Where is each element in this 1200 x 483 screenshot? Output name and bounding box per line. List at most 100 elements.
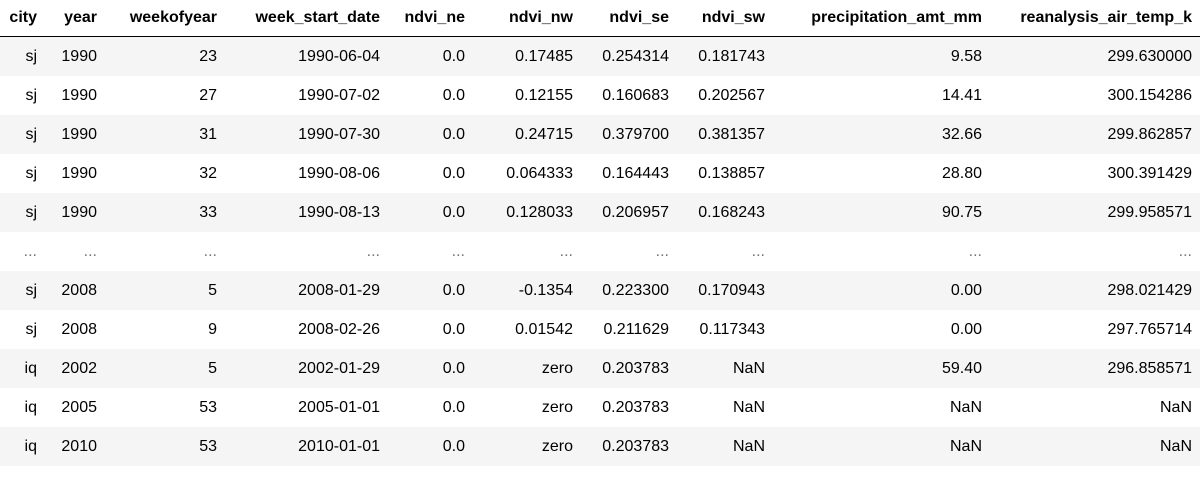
table-row: iq 2002 5 2002-01-29 0.0 zero 0.203783 NaN 59.40… xyxy=(0,349,1200,388)
cell-reanalysis-air-temp-k: NaN xyxy=(990,427,1200,466)
cell-year: 2005 xyxy=(45,388,105,427)
cell-city: sj xyxy=(0,36,45,76)
cell-ndvi-ne: 0.0 xyxy=(388,193,473,232)
column-header-year: year xyxy=(45,0,105,37)
cell-ndvi-nw: 0.128033 xyxy=(473,193,581,232)
cell-ndvi-se: 0.223300 xyxy=(581,271,677,310)
cell-week-start-date: ... xyxy=(225,232,388,271)
header-row: city year weekofyear week_start_date ndvi_ne… xyxy=(0,0,1200,37)
cell-ndvi-ne: 0.0 xyxy=(388,115,473,154)
cell-city: iq xyxy=(0,349,45,388)
cell-ndvi-se: 0.379700 xyxy=(581,115,677,154)
cell-ndvi-se: 0.254314 xyxy=(581,36,677,76)
table-row: sj 1990 31 1990-07-30 0.0 0.24715 0.379700 0.38… xyxy=(0,115,1200,154)
cell-ndvi-nw: 0.17485 xyxy=(473,36,581,76)
cell-ndvi-nw: zero xyxy=(473,427,581,466)
cell-week-start-date: 1990-07-02 xyxy=(225,76,388,115)
cell-ndvi-nw: zero xyxy=(473,349,581,388)
cell-ndvi-ne: 0.0 xyxy=(388,76,473,115)
table-row: sj 1990 27 1990-07-02 0.0 0.12155 0.160683 0.20… xyxy=(0,76,1200,115)
cell-ndvi-ne: 0.0 xyxy=(388,427,473,466)
cell-city: sj xyxy=(0,310,45,349)
cell-ndvi-ne: 0.0 xyxy=(388,349,473,388)
column-header-week-start-date: week_start_date xyxy=(225,0,388,37)
cell-reanalysis-air-temp-k: ... xyxy=(990,232,1200,271)
cell-year: 2008 xyxy=(45,271,105,310)
cell-weekofyear: 5 xyxy=(105,349,225,388)
cell-week-start-date: 1990-08-13 xyxy=(225,193,388,232)
cell-week-start-date: 2010-01-01 xyxy=(225,427,388,466)
table-row: iq 2005 53 2005-01-01 0.0 zero 0.203783 NaN NaN N… xyxy=(0,388,1200,427)
cell-ndvi-se: 0.203783 xyxy=(581,388,677,427)
cell-ndvi-se: ... xyxy=(581,232,677,271)
cell-ndvi-nw: 0.01542 xyxy=(473,310,581,349)
cell-city: sj xyxy=(0,193,45,232)
table-row: iq 2010 53 2010-01-01 0.0 zero 0.203783 NaN NaN N… xyxy=(0,427,1200,466)
cell-reanalysis-air-temp-k: 298.021429 xyxy=(990,271,1200,310)
cell-reanalysis-air-temp-k: 296.858571 xyxy=(990,349,1200,388)
column-header-city: city xyxy=(0,0,45,37)
cell-ndvi-ne: 0.0 xyxy=(388,388,473,427)
dataframe-table: city year weekofyear week_start_date ndvi_ne… xyxy=(0,0,1200,466)
cell-reanalysis-air-temp-k: 299.958571 xyxy=(990,193,1200,232)
column-header-ndvi-se: ndvi_se xyxy=(581,0,677,37)
cell-ndvi-nw: -0.1354 xyxy=(473,271,581,310)
cell-weekofyear: 31 xyxy=(105,115,225,154)
column-header-precipitation-amt-mm: precipitation_amt_mm xyxy=(773,0,990,37)
cell-ndvi-sw: 0.138857 xyxy=(677,154,773,193)
cell-ndvi-sw: NaN xyxy=(677,388,773,427)
cell-week-start-date: 2008-01-29 xyxy=(225,271,388,310)
cell-ndvi-se: 0.160683 xyxy=(581,76,677,115)
cell-ndvi-sw: ... xyxy=(677,232,773,271)
cell-precipitation-amt-mm: ... xyxy=(773,232,990,271)
table-row: sj 2008 9 2008-02-26 0.0 0.01542 0.211629 0.117… xyxy=(0,310,1200,349)
cell-week-start-date: 1990-06-04 xyxy=(225,36,388,76)
cell-ndvi-ne: 0.0 xyxy=(388,154,473,193)
cell-ndvi-se: 0.211629 xyxy=(581,310,677,349)
cell-city: sj xyxy=(0,154,45,193)
cell-reanalysis-air-temp-k: 300.391429 xyxy=(990,154,1200,193)
cell-precipitation-amt-mm: 0.00 xyxy=(773,271,990,310)
table-row: sj 1990 33 1990-08-13 0.0 0.128033 0.206957 0.1… xyxy=(0,193,1200,232)
cell-ndvi-sw: NaN xyxy=(677,349,773,388)
cell-precipitation-amt-mm: 59.40 xyxy=(773,349,990,388)
cell-week-start-date: 2008-02-26 xyxy=(225,310,388,349)
column-header-ndvi-ne: ndvi_ne xyxy=(388,0,473,37)
cell-year: 1990 xyxy=(45,154,105,193)
cell-ndvi-nw: 0.24715 xyxy=(473,115,581,154)
cell-year: ... xyxy=(45,232,105,271)
cell-year: 2002 xyxy=(45,349,105,388)
table-row: sj 2008 5 2008-01-29 0.0 -0.1354 0.223300 0.170… xyxy=(0,271,1200,310)
cell-precipitation-amt-mm: 90.75 xyxy=(773,193,990,232)
cell-ndvi-se: 0.203783 xyxy=(581,427,677,466)
cell-precipitation-amt-mm: 32.66 xyxy=(773,115,990,154)
column-header-ndvi-nw: ndvi_nw xyxy=(473,0,581,37)
cell-weekofyear: 33 xyxy=(105,193,225,232)
cell-year: 1990 xyxy=(45,76,105,115)
cell-ndvi-sw: NaN xyxy=(677,427,773,466)
cell-weekofyear: 9 xyxy=(105,310,225,349)
table-header: city year weekofyear week_start_date ndvi_ne… xyxy=(0,0,1200,37)
cell-city: sj xyxy=(0,271,45,310)
cell-city: ... xyxy=(0,232,45,271)
cell-weekofyear: ... xyxy=(105,232,225,271)
ellipsis-row: .............................. xyxy=(0,232,1200,271)
cell-week-start-date: 2002-01-29 xyxy=(225,349,388,388)
cell-ndvi-nw: 0.064333 xyxy=(473,154,581,193)
column-header-reanalysis-air-temp-k: reanalysis_air_temp_k xyxy=(990,0,1200,37)
cell-precipitation-amt-mm: 9.58 xyxy=(773,36,990,76)
cell-reanalysis-air-temp-k: 300.154286 xyxy=(990,76,1200,115)
cell-reanalysis-air-temp-k: 299.862857 xyxy=(990,115,1200,154)
cell-week-start-date: 2005-01-01 xyxy=(225,388,388,427)
cell-city: sj xyxy=(0,76,45,115)
cell-ndvi-sw: 0.168243 xyxy=(677,193,773,232)
cell-year: 2010 xyxy=(45,427,105,466)
cell-precipitation-amt-mm: 0.00 xyxy=(773,310,990,349)
cell-ndvi-nw: 0.12155 xyxy=(473,76,581,115)
cell-ndvi-sw: 0.170943 xyxy=(677,271,773,310)
cell-weekofyear: 53 xyxy=(105,427,225,466)
column-header-weekofyear: weekofyear xyxy=(105,0,225,37)
cell-week-start-date: 1990-07-30 xyxy=(225,115,388,154)
cell-reanalysis-air-temp-k: 299.630000 xyxy=(990,36,1200,76)
cell-ndvi-ne: 0.0 xyxy=(388,310,473,349)
